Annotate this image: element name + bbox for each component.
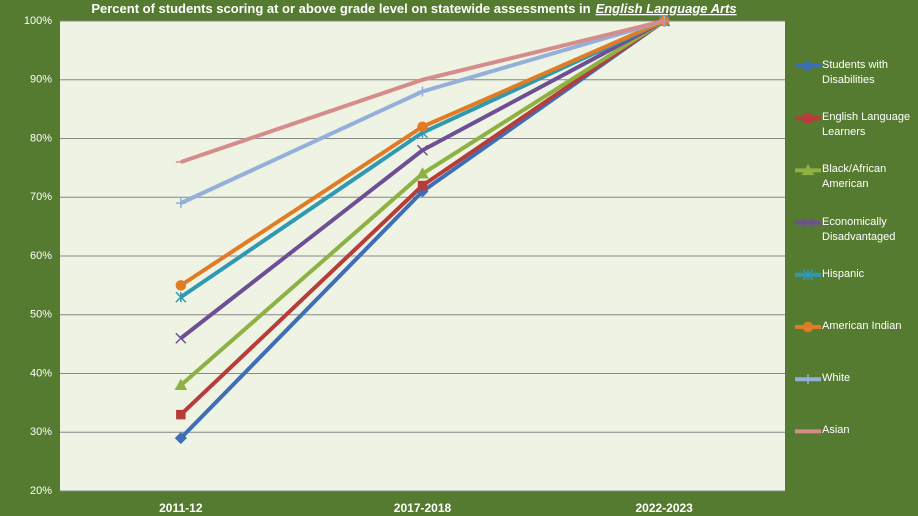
marker-shape xyxy=(174,378,188,390)
marker-shape xyxy=(803,113,813,123)
marker-shape xyxy=(801,163,815,176)
marker-shape xyxy=(416,167,429,179)
marker-shape xyxy=(417,121,428,132)
marker-shape xyxy=(802,321,814,333)
y-tick-label: 80% xyxy=(30,132,52,144)
legend-label: American Indian xyxy=(822,320,902,332)
y-tick-label: 30% xyxy=(30,426,52,438)
marker-stroke xyxy=(802,217,814,229)
marker xyxy=(803,374,813,385)
x-tick-label: 2011-12 xyxy=(159,501,203,515)
y-tick-label: 70% xyxy=(30,191,52,203)
y-tick-label: 100% xyxy=(24,15,52,27)
marker xyxy=(174,378,188,390)
marker xyxy=(802,321,814,333)
marker-shape xyxy=(176,409,186,420)
marker xyxy=(802,269,814,281)
marker xyxy=(417,180,428,191)
x-tick-label: 2017-2018 xyxy=(394,501,452,515)
legend-label: Economically Disadvantaged xyxy=(822,215,896,243)
marker-stroke xyxy=(416,144,429,156)
marker xyxy=(801,59,815,73)
marker xyxy=(175,198,186,209)
marker xyxy=(175,291,187,303)
y-tick-label: 50% xyxy=(30,309,52,321)
marker-shape xyxy=(417,180,428,191)
chart-title: Percent of students scoring at or above … xyxy=(91,1,736,16)
marker-stroke xyxy=(175,332,187,344)
marker xyxy=(417,86,428,97)
marker xyxy=(416,167,429,179)
legend-label: White xyxy=(822,372,851,385)
y-tick-label: 40% xyxy=(30,367,52,379)
x-tick-label: 2022-2023 xyxy=(635,501,693,515)
marker xyxy=(175,280,187,291)
marker xyxy=(801,163,815,176)
y-tick-label: 90% xyxy=(30,74,52,86)
marker xyxy=(174,432,187,445)
marker xyxy=(803,113,813,123)
legend-label: Asian xyxy=(822,424,850,437)
marker-shape xyxy=(801,59,815,73)
legend-label: Black/African American xyxy=(822,163,887,191)
marker-shape xyxy=(174,432,187,445)
marker xyxy=(802,217,814,229)
title-text: Percent of students scoring at or above … xyxy=(91,1,590,16)
marker-shape xyxy=(175,280,187,291)
legend-label: English Language Learners xyxy=(822,111,911,139)
legend-label: Students with Disabilities xyxy=(822,59,889,86)
y-tick-label: 60% xyxy=(30,250,52,262)
marker xyxy=(417,121,428,132)
legend-label: Hispanic xyxy=(822,267,865,280)
marker xyxy=(175,332,187,344)
marker xyxy=(416,144,429,156)
y-tick-label: 20% xyxy=(30,485,52,497)
title-emphasis: English Language Arts xyxy=(596,1,737,16)
marker xyxy=(176,409,186,420)
